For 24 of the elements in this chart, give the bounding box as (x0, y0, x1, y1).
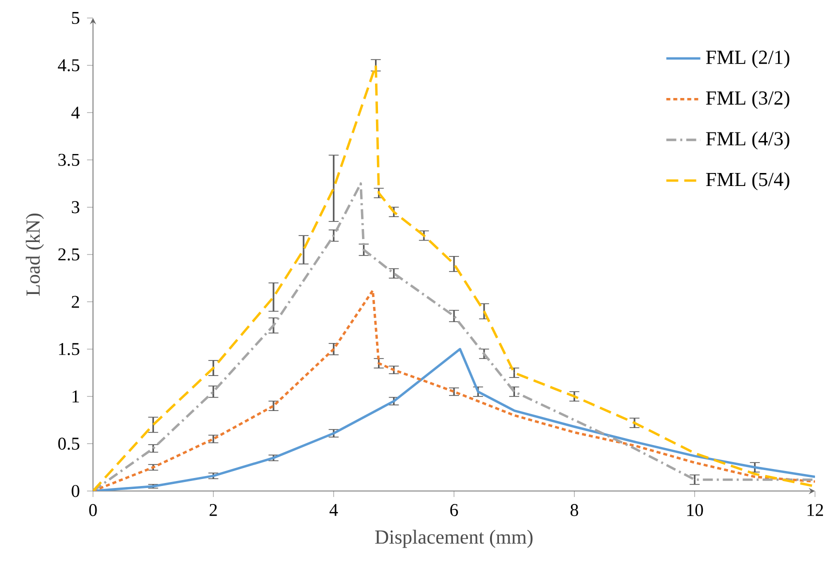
legend-label: FML (5/4) (706, 172, 790, 190)
y-tick-label: 3.5 (58, 154, 80, 166)
legend-label: FML (4/3) (706, 131, 790, 150)
y-tick-label: 2.5 (58, 248, 80, 261)
x-tick-label: 8 (570, 504, 578, 516)
x-tick-label: 4 (330, 504, 338, 516)
y-tick-label: 0.5 (58, 438, 80, 450)
y-axis-title: Load (kN) (26, 214, 44, 296)
x-axis-title: Displacement (mm) (375, 530, 533, 548)
y-tick-label: 1.5 (59, 343, 80, 356)
y-tick-label: 1 (72, 390, 79, 402)
x-tick-label: 2 (210, 504, 217, 516)
y-tick-label: 2 (72, 296, 79, 308)
y-tick-label: 4.5 (58, 59, 80, 72)
x-tick-label: 0 (89, 504, 97, 516)
x-tick-label: 10 (687, 504, 703, 516)
y-tick-label: 5 (72, 12, 80, 24)
x-tick-label: 12 (808, 504, 823, 516)
legend-label: FML (2/1) (706, 50, 790, 68)
y-tick-label: 0 (72, 484, 80, 498)
x-tick-label: 6 (450, 504, 458, 516)
y-tick-label: 4 (71, 106, 80, 119)
y-tick-label: 3 (72, 201, 80, 214)
legend-label: FML (3/2) (706, 90, 790, 109)
